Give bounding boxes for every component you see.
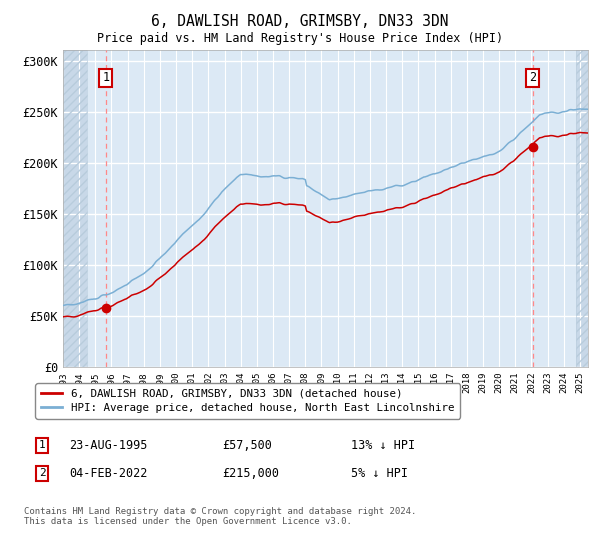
Bar [576, 50, 588, 367]
Text: 6, DAWLISH ROAD, GRIMSBY, DN33 3DN: 6, DAWLISH ROAD, GRIMSBY, DN33 3DN [151, 14, 449, 29]
Text: 04-FEB-2022: 04-FEB-2022 [69, 466, 148, 480]
Bar [63, 50, 87, 367]
Text: Price paid vs. HM Land Registry's House Price Index (HPI): Price paid vs. HM Land Registry's House … [97, 32, 503, 45]
Text: 23-AUG-1995: 23-AUG-1995 [69, 438, 148, 452]
Text: 1: 1 [38, 440, 46, 450]
Legend: 6, DAWLISH ROAD, GRIMSBY, DN33 3DN (detached house), HPI: Average price, detache: 6, DAWLISH ROAD, GRIMSBY, DN33 3DN (deta… [35, 384, 460, 418]
Text: 2: 2 [38, 468, 46, 478]
Bar [576, 50, 588, 367]
Bar [63, 50, 87, 367]
Text: £215,000: £215,000 [222, 466, 279, 480]
Text: 13% ↓ HPI: 13% ↓ HPI [351, 438, 415, 452]
Text: 1: 1 [102, 72, 109, 85]
Text: Contains HM Land Registry data © Crown copyright and database right 2024.
This d: Contains HM Land Registry data © Crown c… [24, 507, 416, 526]
Text: 5% ↓ HPI: 5% ↓ HPI [351, 466, 408, 480]
Text: £57,500: £57,500 [222, 438, 272, 452]
Text: 2: 2 [529, 72, 536, 85]
